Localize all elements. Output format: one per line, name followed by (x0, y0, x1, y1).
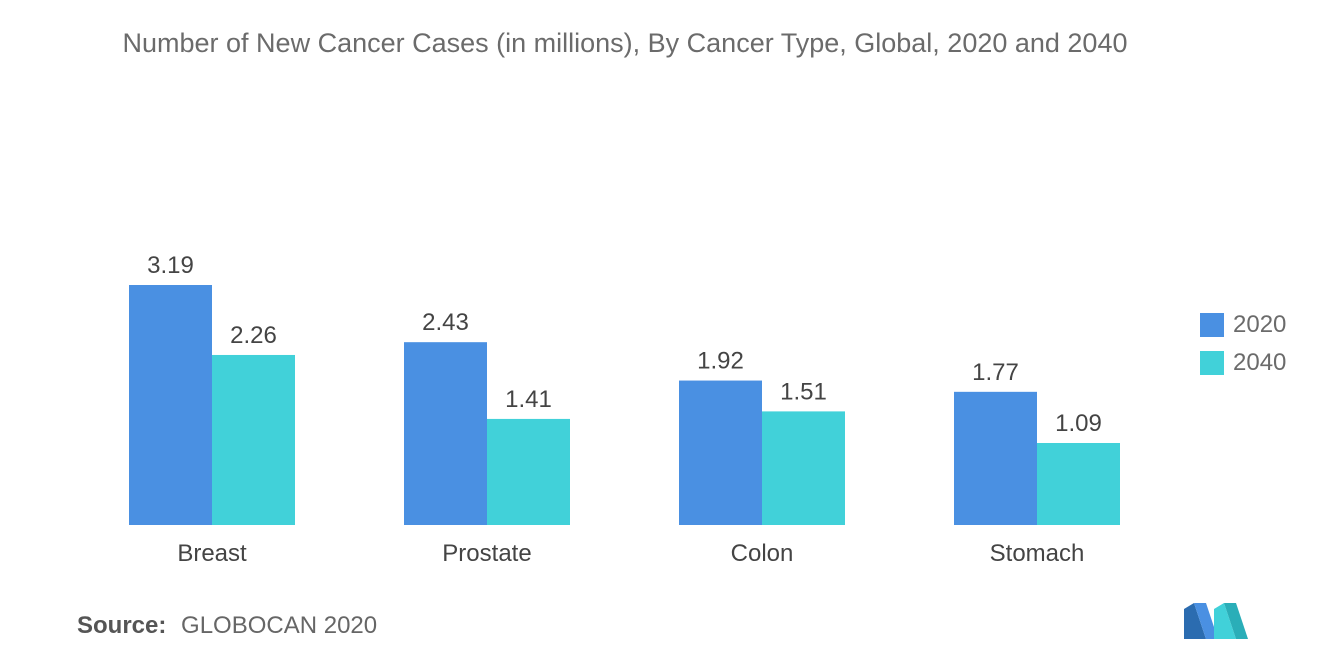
legend-label-2020: 2020 (1233, 311, 1287, 338)
value-label-breast-2020: 3.19 (147, 252, 194, 279)
value-labels-group: 3.19 2.26 2.43 1.41 1.92 1.51 1.77 1.09 (147, 252, 1102, 437)
source-text: GLOBOCAN 2020 (181, 612, 378, 639)
category-labels-group: Breast Prostate Colon Stomach (177, 540, 1084, 567)
source-label: Source: (77, 612, 167, 639)
category-label-prostate: Prostate (442, 540, 531, 567)
bar-colon-2020[interactable] (679, 380, 762, 525)
bar-prostate-2040[interactable] (487, 418, 570, 525)
source-note: Source: GLOBOCAN 2020 (77, 612, 377, 640)
bars-group (129, 285, 1120, 525)
value-label-colon-2040: 1.51 (780, 378, 827, 405)
bar-breast-2040[interactable] (212, 354, 295, 525)
category-label-stomach: Stomach (990, 540, 1085, 567)
value-label-prostate-2020: 2.43 (422, 309, 469, 336)
legend-label-2040: 2040 (1233, 349, 1287, 376)
value-label-breast-2040: 2.26 (230, 322, 277, 349)
bar-breast-2020[interactable] (129, 285, 212, 525)
legend-item-2020[interactable]: 2020 (1200, 306, 1286, 344)
legend-swatch-2020 (1200, 313, 1224, 337)
legend-item-2040[interactable]: 2040 (1200, 344, 1286, 382)
bar-stomach-2040[interactable] (1037, 442, 1120, 525)
bar-colon-2040[interactable] (762, 411, 845, 525)
value-label-prostate-2040: 1.41 (505, 386, 552, 413)
mordor-logo-icon (1184, 603, 1248, 639)
category-label-colon: Colon (731, 540, 794, 567)
value-label-stomach-2040: 1.09 (1055, 410, 1102, 437)
bar-stomach-2020[interactable] (954, 391, 1037, 525)
legend-swatch-2040 (1200, 351, 1224, 375)
value-label-colon-2020: 1.92 (697, 348, 744, 375)
bar-prostate-2020[interactable] (404, 342, 487, 525)
category-label-breast: Breast (177, 540, 247, 567)
chart-title: Number of New Cancer Cases (in millions)… (122, 28, 1128, 58)
value-label-stomach-2020: 1.77 (972, 359, 1019, 386)
legend: 2020 2040 (1200, 306, 1286, 382)
